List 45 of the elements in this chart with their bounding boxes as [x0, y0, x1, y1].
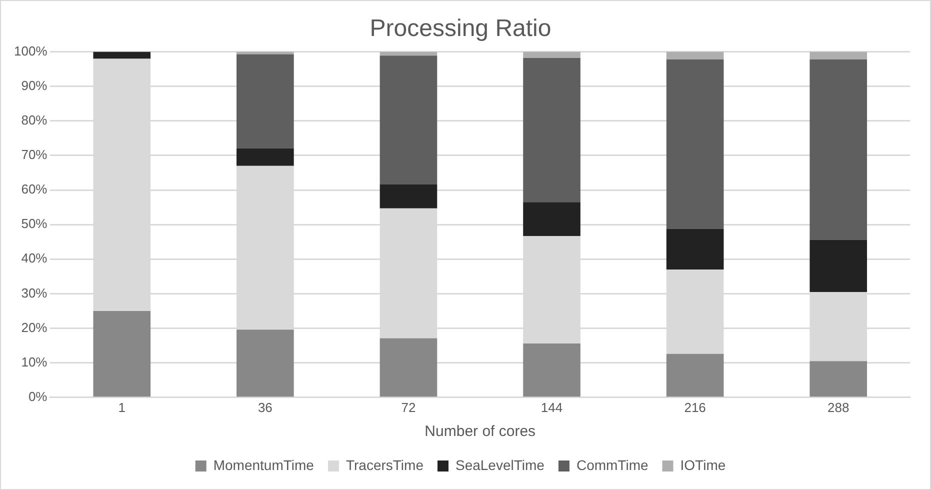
bar — [523, 202, 580, 236]
y-tick-label: 30% — [21, 285, 48, 300]
bar — [236, 330, 294, 397]
bar — [666, 228, 724, 270]
bar — [810, 240, 868, 292]
bar — [810, 52, 868, 60]
y-tick-label: 100% — [14, 43, 48, 58]
bar — [523, 52, 580, 58]
y-tick-label: 20% — [21, 320, 48, 335]
y-tick-label: 0% — [28, 388, 48, 404]
bar — [810, 59, 868, 240]
x-tick-label: 288 — [828, 400, 850, 415]
bar — [380, 184, 438, 208]
legend-label: MomentumTime — [213, 456, 314, 473]
bar — [666, 52, 724, 60]
bar — [236, 148, 294, 166]
chart-title: Processing Ratio — [370, 15, 552, 42]
bar — [380, 52, 438, 56]
bar — [523, 343, 580, 397]
bar — [523, 58, 580, 202]
legend-label: CommTime — [576, 456, 648, 473]
y-tick-label: 40% — [21, 250, 48, 266]
legend-label: TracersTime — [346, 456, 424, 473]
legend-label: IOTime — [680, 456, 726, 473]
legend-label: SeaLevelTime — [455, 456, 545, 473]
x-tick-label: 72 — [401, 400, 416, 415]
bar — [380, 338, 438, 397]
y-tick-label: 80% — [21, 112, 48, 128]
x-tick-label: 36 — [258, 400, 272, 415]
bar — [810, 361, 868, 397]
y-tick-label: 70% — [21, 147, 48, 162]
bar — [380, 56, 438, 185]
bar — [93, 52, 151, 59]
y-tick-label: 10% — [21, 354, 48, 370]
x-tick-label: 144 — [540, 400, 563, 415]
x-tick-label: 216 — [684, 400, 706, 415]
y-tick-label: 60% — [21, 182, 48, 197]
y-tick-label: 90% — [21, 78, 48, 93]
x-axis-title: Number of cores — [424, 423, 536, 440]
bar — [666, 59, 724, 229]
y-tick-label: 50% — [21, 216, 48, 232]
bar — [236, 54, 294, 148]
x-tick-label: 1 — [118, 400, 126, 415]
bar — [93, 311, 151, 397]
bar — [666, 354, 724, 397]
